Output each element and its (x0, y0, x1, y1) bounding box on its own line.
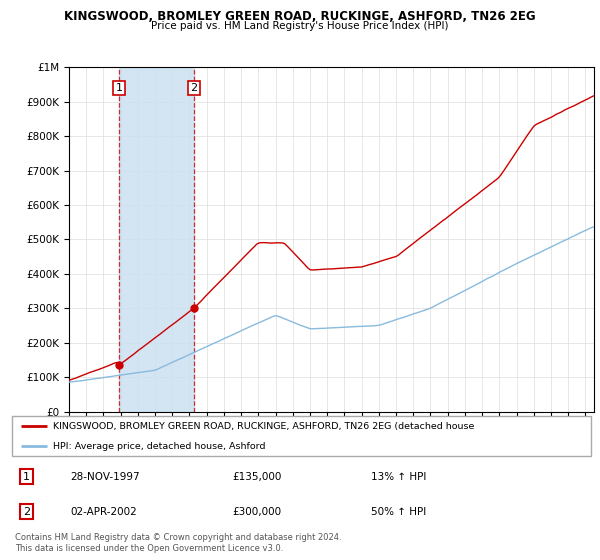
Point (189, 304, 199, 312)
Text: HPI: Average price, detached house, Ashford: HPI: Average price, detached house, Ashf… (53, 442, 265, 451)
Text: 2: 2 (23, 507, 30, 517)
Text: 13% ↑ HPI: 13% ↑ HPI (371, 472, 427, 482)
Text: Contains HM Land Registry data © Crown copyright and database right 2024.
This d: Contains HM Land Registry data © Crown c… (15, 533, 341, 553)
Text: 28-NOV-1997: 28-NOV-1997 (70, 472, 140, 482)
Text: Price paid vs. HM Land Registry's House Price Index (HPI): Price paid vs. HM Land Registry's House … (151, 21, 449, 31)
FancyBboxPatch shape (12, 416, 591, 456)
Text: 02-APR-2002: 02-APR-2002 (70, 507, 137, 517)
Text: KINGSWOOD, BROMLEY GREEN ROAD, RUCKINGE, ASHFORD, TN26 2EG (detached house: KINGSWOOD, BROMLEY GREEN ROAD, RUCKINGE,… (53, 422, 474, 431)
Text: £135,000: £135,000 (232, 472, 281, 482)
Text: 1: 1 (23, 472, 30, 482)
Bar (119, 67, 194, 412)
Text: £300,000: £300,000 (232, 507, 281, 517)
Text: 2: 2 (190, 83, 197, 93)
Text: 50% ↑ HPI: 50% ↑ HPI (371, 507, 426, 517)
Text: 1: 1 (116, 83, 122, 93)
Text: KINGSWOOD, BROMLEY GREEN ROAD, RUCKINGE, ASHFORD, TN26 2EG: KINGSWOOD, BROMLEY GREEN ROAD, RUCKINGE,… (64, 10, 536, 23)
Point (114, 361, 124, 370)
